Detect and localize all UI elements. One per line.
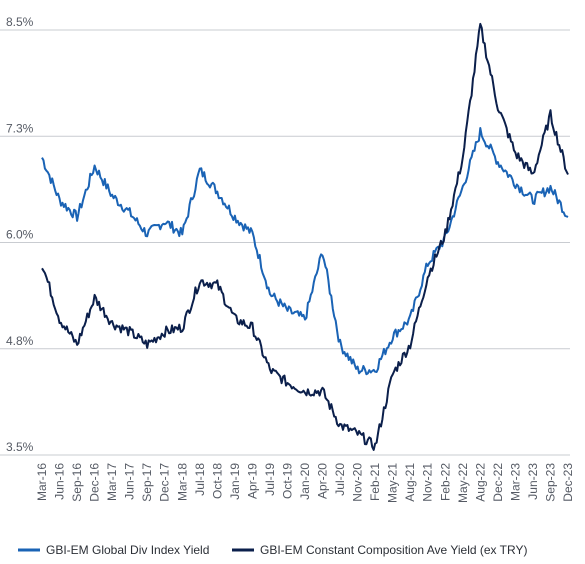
x-tick-label: Dec-17	[158, 463, 172, 502]
x-tick-label: Apr-20	[316, 463, 330, 499]
x-tick-label: Jan-19	[228, 463, 242, 500]
x-tick-label: Dec-22	[491, 463, 505, 502]
x-tick-label: Sep-16	[70, 463, 84, 502]
x-tick-label: May-22	[456, 463, 470, 503]
x-tick-label: Apr-19	[245, 463, 259, 499]
x-tick-label: Feb-21	[368, 463, 382, 501]
x-tick-label: Aug-21	[403, 463, 417, 502]
x-tick-label: Oct-18	[210, 463, 224, 499]
x-tick-label: Dec-23	[561, 463, 575, 502]
x-tick-label: Jun-23	[526, 463, 540, 500]
x-tick-label: Jun-17	[123, 463, 137, 500]
x-tick-label: Mar-17	[105, 463, 119, 501]
y-tick-label: 3.5%	[6, 440, 34, 454]
x-tick-label: Dec-16	[88, 463, 102, 502]
series-line-1	[41, 22, 569, 451]
x-tick-label: Mar-16	[35, 463, 49, 501]
y-tick-label: 6.0%	[6, 228, 34, 242]
gridlines	[0, 29, 570, 456]
x-tick-label: Nov-20	[351, 463, 365, 502]
x-tick-label: Oct-19	[281, 463, 295, 499]
series-line-0	[41, 127, 569, 376]
legend: GBI-EM Global Div Index Yield GBI-EM Con…	[18, 543, 527, 557]
x-tick-label: Aug-22	[473, 463, 487, 502]
y-tick-label: 8.5%	[6, 15, 34, 29]
x-tick-label: Feb-22	[438, 463, 452, 501]
x-tick-label: Jul-19	[263, 463, 277, 496]
x-axis-ticks: Mar-16 Jun-16 Sep-16 Dec-16 Mar-17 Jun-17 Sep-…	[35, 463, 575, 503]
x-tick-label: Mar-18	[175, 463, 189, 501]
x-tick-label: Jan-20	[298, 463, 312, 500]
y-tick-label: 7.3%	[6, 121, 34, 135]
legend-label-constant-composition: GBI-EM Constant Composition Ave Yield (e…	[260, 543, 527, 557]
x-tick-label: Jun-16	[53, 463, 67, 500]
x-tick-label: May-21	[386, 463, 400, 503]
y-axis-ticks: 8.5% 7.3% 6.0% 4.8% 3.5%	[6, 15, 34, 454]
x-tick-label: Mar-23	[508, 463, 522, 501]
x-tick-label: Jul-20	[333, 463, 347, 496]
x-tick-label: Sep-23	[544, 463, 558, 502]
legend-label-global-div: GBI-EM Global Div Index Yield	[46, 543, 209, 557]
x-tick-label: Sep-17	[140, 463, 154, 502]
x-tick-label: Nov-21	[421, 463, 435, 502]
series-lines	[41, 22, 569, 451]
y-tick-label: 4.8%	[6, 334, 34, 348]
x-tick-label: Jul-18	[193, 463, 207, 496]
